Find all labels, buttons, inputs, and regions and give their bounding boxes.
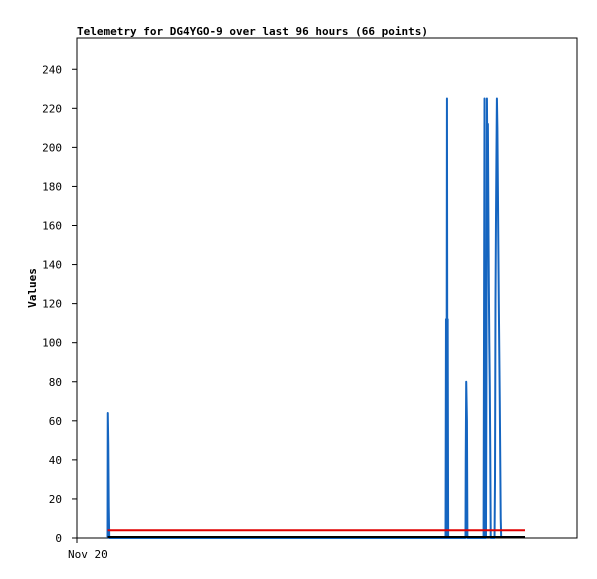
plot-area [76, 37, 578, 539]
y-tick-label: 160 [42, 220, 62, 233]
y-tick-label: 240 [42, 63, 62, 76]
chart-title: Telemetry for DG4YGO-9 over last 96 hour… [77, 25, 428, 38]
y-tick-label: 220 [42, 102, 62, 115]
y-tick-label: 80 [49, 376, 62, 389]
y-axis-label: Values [26, 268, 39, 308]
y-tick-label: 120 [42, 298, 62, 311]
y-tick-label: 200 [42, 141, 62, 154]
x-axis-ticks: Nov 20 [68, 538, 108, 561]
y-tick-label: 0 [55, 532, 62, 545]
y-axis-ticks: 0 20 40 60 80 100 120 140 160 180 200 220 240 [42, 63, 77, 545]
y-tick-label: 60 [49, 415, 62, 428]
x-tick-label: Nov 20 [68, 548, 108, 561]
y-tick-label: 180 [42, 180, 62, 193]
y-tick-label: 140 [42, 259, 62, 272]
y-tick-label: 40 [49, 454, 62, 467]
y-tick-label: 100 [42, 337, 62, 350]
series-group [106, 97, 525, 539]
y-tick-label: 20 [49, 493, 62, 506]
